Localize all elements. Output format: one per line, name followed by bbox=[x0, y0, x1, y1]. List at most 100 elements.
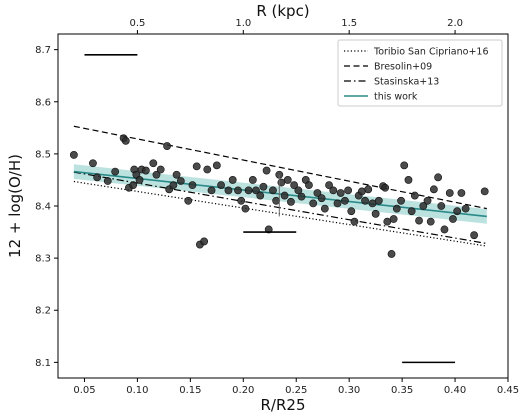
data-point bbox=[184, 196, 193, 205]
data-point bbox=[176, 177, 185, 185]
data-point bbox=[256, 191, 265, 200]
top-tick-label: 0.5 bbox=[129, 18, 145, 29]
data-point bbox=[103, 177, 112, 185]
y-tick-label: 8.6 bbox=[35, 97, 51, 108]
data-point bbox=[262, 166, 271, 175]
data-point bbox=[217, 181, 225, 190]
data-point bbox=[407, 207, 416, 216]
data-point bbox=[290, 181, 299, 190]
data-point bbox=[149, 159, 158, 168]
data-point bbox=[234, 186, 242, 195]
data-point bbox=[264, 225, 273, 234]
data-point bbox=[347, 207, 356, 216]
data-point bbox=[440, 225, 449, 234]
data-point bbox=[203, 165, 212, 174]
data-point bbox=[259, 182, 268, 191]
data-point bbox=[419, 202, 428, 210]
data-point bbox=[387, 250, 396, 258]
data-point bbox=[313, 189, 322, 197]
data-point bbox=[397, 196, 405, 205]
data-point bbox=[224, 186, 233, 195]
data-point bbox=[248, 176, 257, 184]
data-point bbox=[93, 173, 102, 182]
data-point bbox=[361, 196, 369, 205]
x-tick-label: 0.15 bbox=[179, 385, 201, 396]
data-point bbox=[317, 194, 326, 203]
data-point bbox=[305, 181, 313, 190]
data-point bbox=[374, 196, 383, 205]
data-point bbox=[207, 186, 216, 195]
top-axis-label: R (kpc) bbox=[256, 2, 309, 20]
data-point bbox=[470, 231, 479, 240]
data-point bbox=[426, 217, 435, 226]
data-point bbox=[415, 216, 423, 225]
data-point bbox=[272, 196, 281, 205]
model-line-1 bbox=[73, 125, 487, 210]
x-tick-label: 0.10 bbox=[126, 385, 148, 396]
y-tick-label: 8.7 bbox=[35, 45, 51, 56]
x-tick-label: 0.25 bbox=[285, 385, 307, 396]
data-point bbox=[329, 186, 338, 195]
model-line-2 bbox=[73, 171, 487, 245]
data-point bbox=[297, 192, 306, 201]
data-point bbox=[135, 176, 144, 184]
data-point bbox=[429, 185, 438, 194]
data-point bbox=[121, 136, 130, 145]
x-tick-label: 0.40 bbox=[444, 385, 466, 396]
data-point bbox=[437, 202, 446, 210]
data-point bbox=[325, 181, 333, 190]
data-point bbox=[141, 166, 150, 175]
data-point bbox=[480, 187, 489, 196]
data-point bbox=[111, 167, 120, 176]
legend-label: Bresolin+09 bbox=[374, 62, 432, 73]
y-tick-label: 8.5 bbox=[35, 149, 51, 160]
x-tick-label: 0.05 bbox=[73, 385, 95, 396]
error-bars-layer bbox=[84, 54, 456, 364]
data-point bbox=[163, 142, 171, 150]
data-point bbox=[404, 176, 413, 184]
data-point bbox=[371, 209, 380, 218]
data-point bbox=[69, 151, 78, 159]
data-points-layer bbox=[69, 134, 489, 258]
data-point bbox=[392, 204, 401, 213]
data-point bbox=[344, 186, 353, 195]
legend-box bbox=[337, 39, 503, 107]
y-axis-label: 12 + log(O/H) bbox=[6, 154, 24, 258]
top-tick-label: 1.0 bbox=[235, 18, 251, 29]
data-point bbox=[212, 161, 221, 170]
data-point bbox=[252, 186, 260, 195]
data-point bbox=[156, 165, 165, 174]
data-point bbox=[423, 196, 432, 205]
data-point bbox=[336, 189, 345, 197]
top-tick-label: 2.0 bbox=[447, 18, 463, 29]
data-point bbox=[350, 217, 359, 226]
data-point bbox=[449, 215, 457, 223]
legend-label: Toribio San Cipriano+16 bbox=[373, 47, 489, 58]
data-point bbox=[244, 186, 253, 195]
legend-label: this work bbox=[374, 92, 418, 103]
data-point bbox=[389, 215, 398, 223]
data-point bbox=[188, 181, 197, 190]
data-point bbox=[333, 199, 342, 208]
data-point bbox=[457, 189, 466, 197]
data-point bbox=[364, 185, 373, 194]
data-point bbox=[228, 176, 237, 184]
x-tick-label: 0.20 bbox=[232, 385, 254, 396]
data-point bbox=[169, 181, 178, 190]
data-point bbox=[287, 197, 295, 206]
data-point bbox=[294, 186, 303, 195]
data-point bbox=[269, 186, 277, 195]
data-point bbox=[381, 183, 390, 192]
axes-layer: 0.05 0.10 0.15 0.20 0.25 0.30 0.35 0.40 0.45 8.1 8… bbox=[35, 18, 519, 396]
data-point bbox=[192, 162, 201, 171]
data-point bbox=[461, 204, 470, 213]
data-point bbox=[200, 237, 209, 246]
data-point bbox=[400, 161, 409, 170]
data-point bbox=[172, 170, 181, 179]
data-point bbox=[89, 159, 97, 168]
data-point bbox=[445, 189, 454, 197]
data-point bbox=[152, 170, 161, 179]
top-tick-label: 1.5 bbox=[341, 18, 357, 29]
x-tick-label: 0.45 bbox=[497, 385, 519, 396]
